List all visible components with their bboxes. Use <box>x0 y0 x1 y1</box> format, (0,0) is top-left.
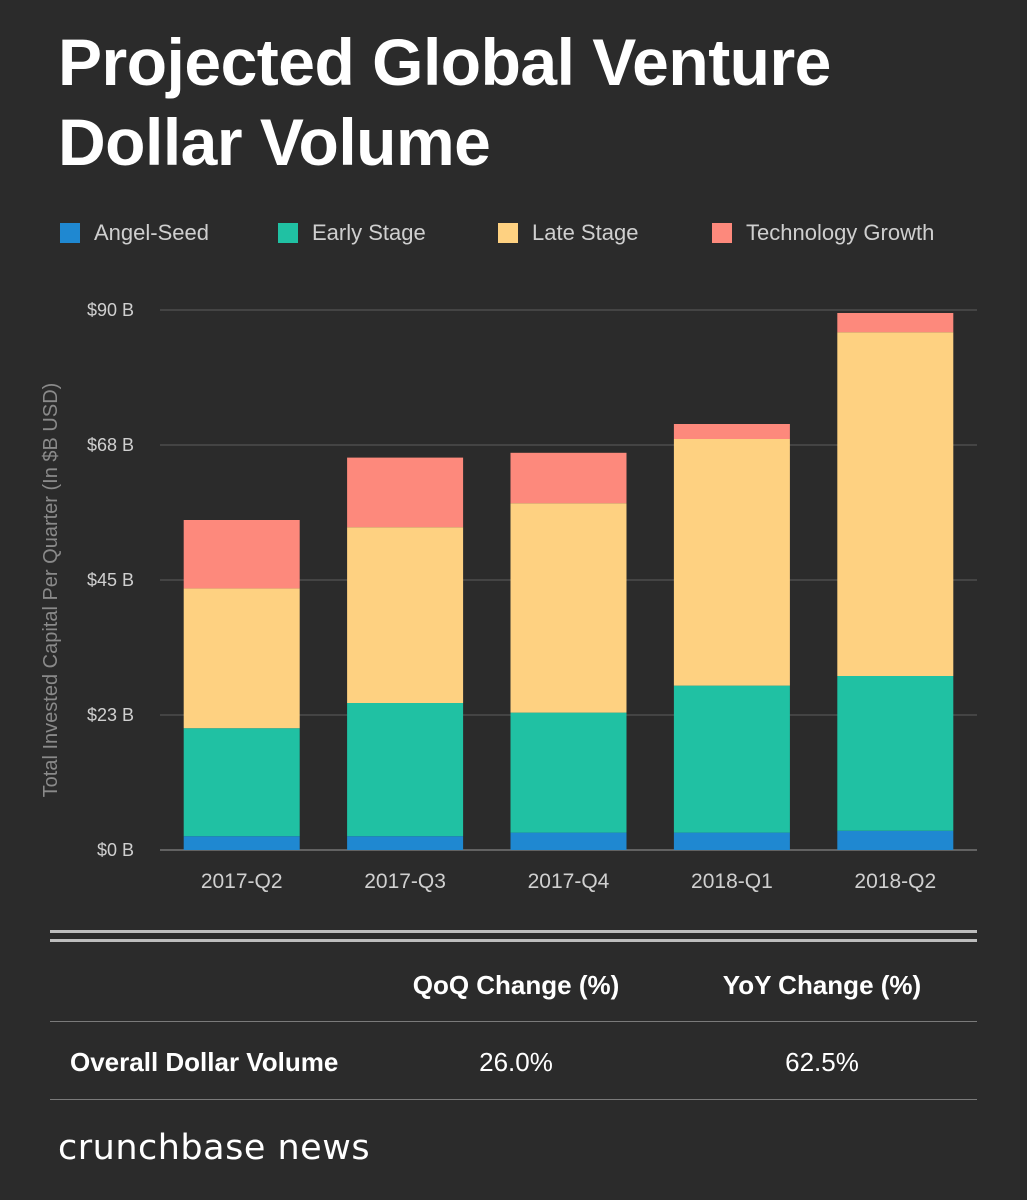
table-header: QoQ Change (%) YoY Change (%) <box>50 950 977 1020</box>
bar-segment-technology-growth <box>673 424 790 439</box>
bar-segment-angel-seed <box>837 830 954 850</box>
table-row: Overall Dollar Volume 26.0% 62.5% <box>50 1027 977 1097</box>
x-tick-label: 2017-Q2 <box>201 870 283 893</box>
header-qoq: QoQ Change (%) <box>412 970 620 1000</box>
chart-title: Projected Global Venture Dollar Volume <box>58 25 831 179</box>
row-yoy-value: 62.5% <box>785 1047 859 1077</box>
legend-item-late-stage: Late Stage <box>498 218 638 248</box>
legend-item-technology-growth: Technology Growth <box>712 218 934 248</box>
bar-segment-technology-growth <box>510 452 627 504</box>
bar-segment-early-stage <box>347 703 464 837</box>
bar-segment-angel-seed <box>510 832 627 850</box>
y-tick-label: $23 B <box>87 705 134 725</box>
x-tick-label: 2018-Q1 <box>691 870 773 893</box>
bar-segment-late-stage <box>347 527 464 703</box>
legend-swatch-early-stage <box>278 223 298 243</box>
bar-segment-technology-growth <box>183 520 300 589</box>
legend-item-angel-seed: Angel-Seed <box>60 218 209 248</box>
legend-item-early-stage: Early Stage <box>278 218 426 248</box>
axes: $0 B $23 B $45 B $68 B $90 B 2017-Q2 2017-Q3 20… <box>87 300 936 893</box>
bar-segment-technology-growth <box>837 313 954 333</box>
bar-segment-angel-seed <box>347 836 464 850</box>
crunchbase-news-logo: crunchbase news <box>58 1128 371 1168</box>
legend-label-late-stage: Late Stage <box>532 220 639 245</box>
y-tick-label: $0 B <box>97 840 134 860</box>
y-axis-label: Total Invested Capital Per Quarter (In $… <box>40 383 62 798</box>
y-tick-label: $45 B <box>87 570 134 590</box>
bar-segment-late-stage <box>673 439 790 686</box>
legend: Angel-Seed Early Stage Late Stage Techno… <box>58 218 998 248</box>
bar-segment-late-stage <box>837 332 954 676</box>
x-tick-label: 2018-Q2 <box>854 870 936 893</box>
x-tick-label: 2017-Q3 <box>364 870 446 893</box>
y-tick-label: $90 B <box>87 300 134 320</box>
bars <box>183 313 954 850</box>
divider-bottom <box>50 939 977 942</box>
row-qoq-value: 26.0% <box>479 1047 553 1077</box>
legend-label-angel-seed: Angel-Seed <box>94 220 209 245</box>
bar-segment-technology-growth <box>347 457 464 528</box>
bar-segment-late-stage <box>183 588 300 729</box>
legend-swatch-technology-growth <box>712 223 732 243</box>
bar-segment-early-stage <box>673 685 790 833</box>
legend-swatch-late-stage <box>498 223 518 243</box>
bar-segment-early-stage <box>510 712 627 833</box>
legend-label-technology-growth: Technology Growth <box>746 220 935 245</box>
bar-segment-early-stage <box>837 676 954 831</box>
row-label: Overall Dollar Volume <box>70 1047 339 1077</box>
x-tick-label: 2017-Q4 <box>528 870 610 893</box>
divider-top <box>50 930 977 933</box>
table-row-separator <box>50 1021 977 1022</box>
bar-segment-angel-seed <box>673 832 790 850</box>
bar-segment-late-stage <box>510 503 627 713</box>
bar-segment-early-stage <box>183 728 300 837</box>
header-yoy: YoY Change (%) <box>722 970 922 1000</box>
bar-segment-angel-seed <box>183 836 300 850</box>
table-bottom-line <box>50 1099 977 1100</box>
legend-swatch-angel-seed <box>60 223 80 243</box>
y-tick-label: $68 B <box>87 435 134 455</box>
legend-label-early-stage: Early Stage <box>312 220 426 245</box>
stacked-bar-chart: $0 B $23 B $45 B $68 B $90 B 2017-Q2 2017-Q3 20… <box>40 300 977 893</box>
